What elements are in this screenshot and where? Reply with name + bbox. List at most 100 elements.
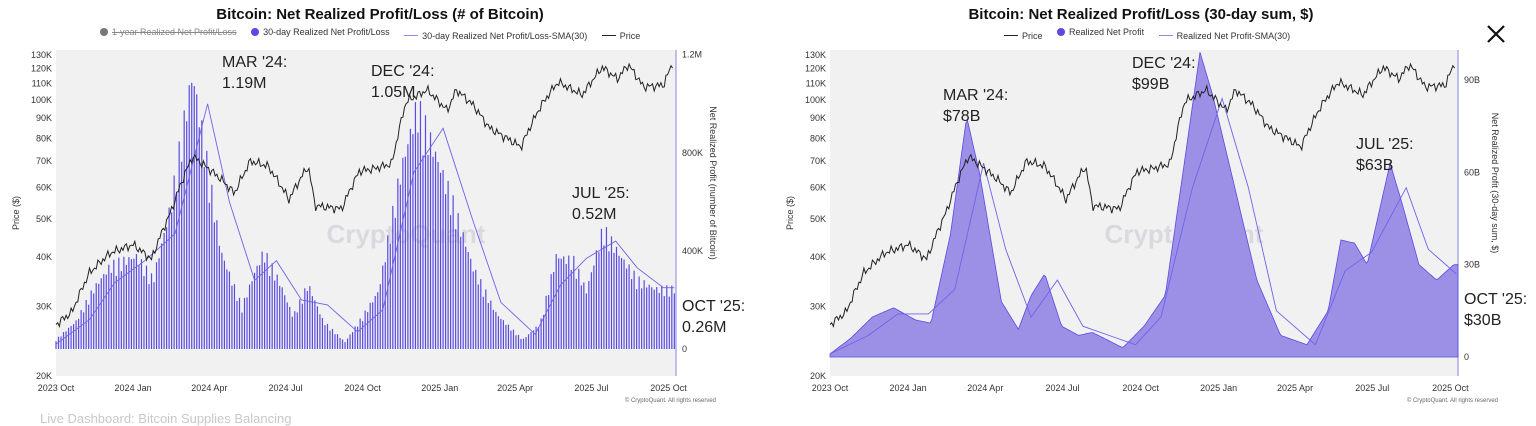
bar — [392, 205, 394, 349]
bar — [487, 303, 489, 349]
legend-line-icon — [404, 35, 419, 36]
legend-item[interactable]: Price — [1004, 31, 1043, 41]
x-tick-label: 2024 Oct — [1122, 383, 1159, 393]
bar — [545, 295, 547, 349]
bar — [407, 144, 409, 349]
y-left-tick-label: 130K — [31, 50, 52, 60]
legend-item[interactable]: 30-day Realized Net Profit/Loss — [251, 27, 390, 37]
bar — [608, 251, 610, 349]
x-tick-label: 2025 Jul — [574, 383, 608, 393]
y-right-axis-label: Net Realized Profit (number of Bitcoin) — [708, 106, 718, 260]
bar — [296, 312, 298, 349]
bar — [585, 293, 587, 349]
bar — [472, 271, 474, 349]
bar — [62, 332, 65, 349]
bar — [57, 336, 60, 349]
bar — [387, 235, 389, 349]
bar — [269, 275, 271, 349]
legend-item[interactable]: 30-day Realized Net Profit/Loss-SMA(30) — [404, 31, 587, 41]
bar — [88, 304, 90, 349]
bar — [490, 300, 492, 349]
bar — [455, 229, 457, 349]
x-tick-label: 2023 Oct — [38, 383, 75, 393]
bar — [575, 278, 577, 349]
legend-item[interactable]: Realized Net Profit — [1057, 27, 1144, 37]
bar — [211, 184, 213, 349]
bar — [65, 331, 67, 349]
bar — [480, 279, 482, 349]
bar — [98, 283, 100, 349]
bar — [663, 296, 665, 349]
bar — [362, 321, 364, 349]
bar — [485, 289, 487, 349]
bar — [439, 172, 442, 349]
bar — [460, 236, 462, 349]
x-tick-label: 2025 Apr — [497, 383, 533, 393]
y-left-tick-label: 60K — [810, 183, 826, 193]
bar — [321, 317, 324, 349]
legend-dot-icon — [251, 28, 260, 36]
bar — [397, 178, 399, 349]
annotation-value: 1.19M — [222, 75, 266, 92]
y-right-tick-label: 0 — [1464, 352, 1469, 362]
chart-title: Bitcoin: Net Realized Profit/Loss (# of … — [216, 6, 544, 23]
y-right-tick-label: 400K — [682, 246, 703, 256]
y-left-axis-label: Price ($) — [785, 196, 795, 230]
bar — [568, 255, 570, 349]
bar — [412, 134, 414, 349]
annotation-label: DEC '24: — [1132, 55, 1196, 72]
bar — [100, 278, 102, 349]
bar — [125, 264, 127, 349]
bar — [243, 297, 246, 349]
y-left-tick-label: 90K — [810, 113, 826, 123]
bar — [495, 311, 497, 349]
bar — [618, 255, 620, 349]
chart-legend: Price Realized Net Profit Realized Net P… — [1004, 27, 1302, 41]
y-left-tick-label: 100K — [31, 95, 52, 105]
bar — [236, 300, 238, 349]
bar — [550, 274, 552, 349]
bar — [70, 325, 72, 349]
chart-svg: CryptoQuant 130K 120K 110K 100K 90K 80K 70K 60K 5… — [11, 50, 745, 404]
x-tick-label: 2025 Jan — [421, 383, 458, 393]
y-right-tick-label: 800K — [682, 148, 703, 158]
bar — [206, 150, 208, 349]
bar — [173, 175, 175, 349]
bar — [105, 274, 107, 349]
bar — [497, 316, 499, 349]
bar — [201, 120, 203, 349]
bar — [475, 269, 477, 349]
bar — [120, 271, 122, 349]
annotation-label: OCT '25: — [682, 298, 745, 315]
bar — [354, 326, 356, 349]
bar — [140, 259, 143, 349]
y-left-tick-label: 30K — [36, 301, 52, 311]
legend-item[interactable]: Realized Net Profit-SMA(30) — [1158, 31, 1290, 41]
bar — [555, 254, 557, 349]
bar — [221, 252, 223, 349]
bar — [457, 213, 459, 349]
bar — [216, 220, 218, 349]
bar — [525, 337, 527, 349]
bar — [284, 295, 286, 349]
annotation-value: $78B — [943, 108, 980, 125]
annotation-value: $63B — [1356, 157, 1393, 174]
bar — [603, 245, 605, 349]
annotation-label: OCT '25: — [1464, 291, 1527, 308]
bar — [341, 339, 344, 349]
legend-dot-icon — [1057, 28, 1066, 36]
close-button[interactable] — [1484, 22, 1508, 46]
bar — [507, 324, 510, 349]
bar — [238, 297, 241, 349]
legend-item[interactable]: 1-year Realized Net Profit/Loss — [100, 27, 237, 37]
y-left-tick-label: 30K — [810, 301, 826, 311]
bar — [203, 167, 205, 349]
bar — [648, 284, 650, 349]
bar — [399, 184, 401, 349]
legend-item[interactable]: Price — [601, 31, 640, 41]
bar — [384, 262, 386, 349]
bar — [344, 342, 346, 349]
bar — [251, 281, 253, 349]
y-left-tick-label: 70K — [810, 156, 826, 166]
bar — [414, 102, 417, 349]
